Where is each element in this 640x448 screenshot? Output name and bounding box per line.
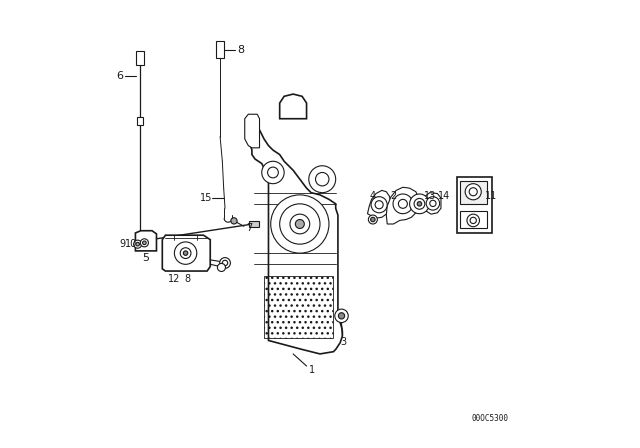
Circle shape <box>430 200 436 207</box>
Circle shape <box>268 167 278 178</box>
Circle shape <box>339 313 345 319</box>
Text: 10: 10 <box>125 239 137 249</box>
Circle shape <box>290 214 310 234</box>
Circle shape <box>309 166 336 193</box>
Text: 8: 8 <box>185 274 191 284</box>
Text: 8: 8 <box>237 45 244 55</box>
Text: 13: 13 <box>424 191 436 201</box>
Circle shape <box>465 184 481 200</box>
Circle shape <box>410 194 429 214</box>
Circle shape <box>469 188 477 196</box>
Circle shape <box>180 248 191 258</box>
Polygon shape <box>387 187 419 224</box>
Circle shape <box>231 218 237 224</box>
Text: 00OC5300: 00OC5300 <box>472 414 509 423</box>
Circle shape <box>417 202 422 206</box>
Text: 12: 12 <box>168 274 180 284</box>
Bar <box>249 221 259 227</box>
Circle shape <box>414 198 425 209</box>
Text: 2: 2 <box>390 191 397 201</box>
Circle shape <box>222 260 228 266</box>
Text: 4: 4 <box>370 191 376 201</box>
Text: 15: 15 <box>200 193 212 203</box>
Polygon shape <box>136 231 157 251</box>
Circle shape <box>371 197 387 213</box>
Circle shape <box>134 240 141 248</box>
Bar <box>264 276 333 338</box>
Circle shape <box>140 239 148 247</box>
Circle shape <box>262 161 284 184</box>
Bar <box>137 117 143 125</box>
Circle shape <box>175 242 197 264</box>
Circle shape <box>143 241 146 245</box>
Polygon shape <box>425 193 441 214</box>
Polygon shape <box>248 119 342 354</box>
Circle shape <box>467 214 479 227</box>
Circle shape <box>220 258 230 268</box>
Circle shape <box>280 204 320 244</box>
Circle shape <box>271 195 329 253</box>
Polygon shape <box>367 190 391 218</box>
Circle shape <box>335 309 348 323</box>
Circle shape <box>184 251 188 255</box>
Circle shape <box>316 172 329 186</box>
Circle shape <box>369 215 378 224</box>
Bar <box>136 51 144 65</box>
Circle shape <box>296 220 305 228</box>
Circle shape <box>218 263 225 271</box>
Polygon shape <box>280 94 307 119</box>
Text: 14: 14 <box>438 191 451 201</box>
Circle shape <box>371 217 375 222</box>
Bar <box>216 41 224 58</box>
Bar <box>457 177 492 233</box>
Text: 9: 9 <box>119 239 125 249</box>
Bar <box>460 211 486 228</box>
Circle shape <box>470 217 476 224</box>
Text: 3: 3 <box>340 337 347 347</box>
Polygon shape <box>163 235 210 271</box>
Text: 7: 7 <box>246 224 252 233</box>
Text: 5: 5 <box>142 253 148 263</box>
Text: 6: 6 <box>116 71 124 81</box>
Bar <box>460 181 486 204</box>
Circle shape <box>426 197 440 210</box>
Circle shape <box>393 194 413 214</box>
Circle shape <box>398 199 408 208</box>
Polygon shape <box>244 114 260 148</box>
Circle shape <box>136 242 140 246</box>
Text: 11: 11 <box>485 191 497 201</box>
Text: 1: 1 <box>309 365 316 375</box>
Circle shape <box>375 201 383 209</box>
